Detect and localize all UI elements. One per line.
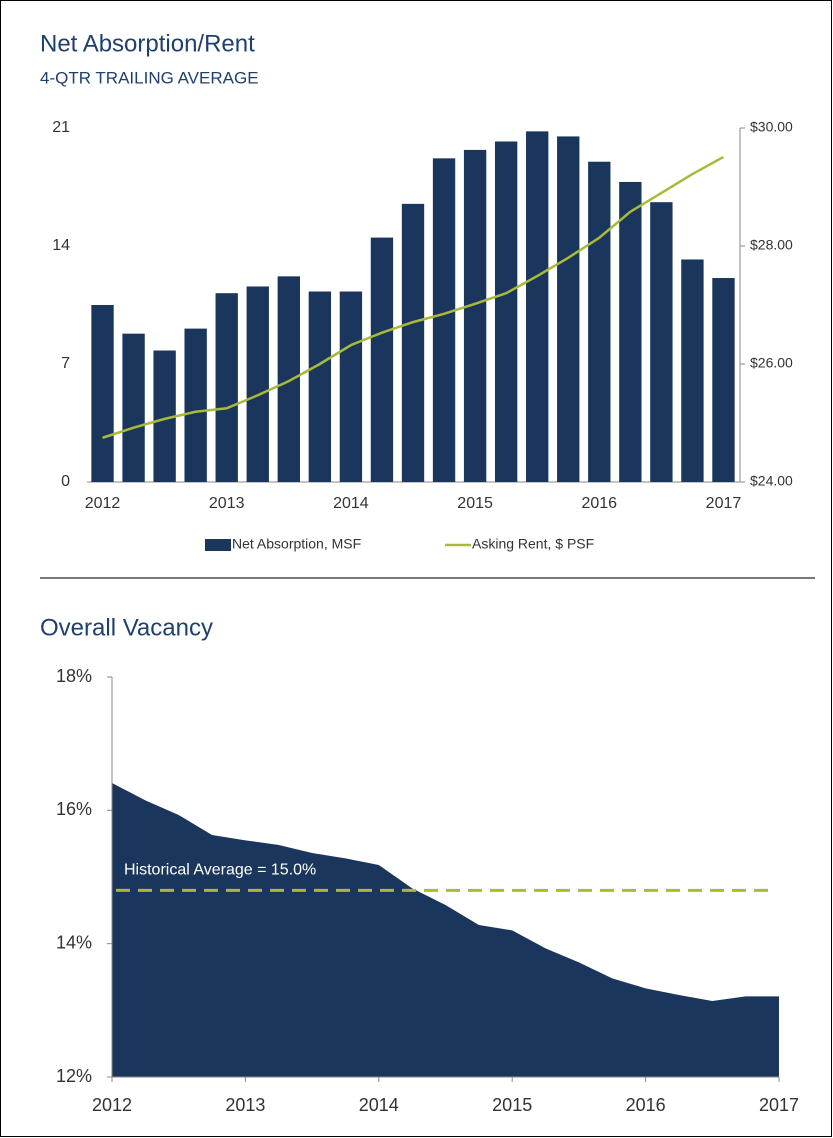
- bar: [401, 203, 425, 482]
- bar: [619, 181, 642, 482]
- bar: [463, 149, 487, 482]
- bar: [215, 293, 238, 482]
- x-tick-label: 2013: [209, 495, 245, 512]
- bar: [557, 136, 580, 482]
- bar: [681, 259, 704, 482]
- x-tick-label: 2014: [333, 495, 369, 512]
- x-tick-label: 2013: [225, 1095, 265, 1115]
- y-tick-label: 14%: [56, 932, 92, 952]
- legend-swatch: [205, 539, 231, 551]
- bar: [91, 305, 114, 482]
- y2-tick-label: $24.00: [750, 473, 793, 489]
- bar: [308, 291, 332, 482]
- y-tick-label: 21: [52, 119, 70, 136]
- x-tick-label: 2012: [92, 1095, 132, 1115]
- area: [112, 783, 779, 1077]
- y-tick-label: 12%: [56, 1066, 92, 1086]
- legend-label: Net Absorption, MSF: [232, 536, 361, 552]
- bar: [184, 328, 207, 482]
- y2-tick-label: $28.00: [750, 237, 793, 253]
- bar: [588, 161, 611, 482]
- bar: [650, 202, 673, 482]
- y2-tick-label: $26.00: [750, 355, 793, 371]
- y-tick-label: 18%: [56, 666, 92, 686]
- bar: [153, 350, 176, 482]
- bar: [339, 291, 363, 482]
- bar: [526, 131, 549, 482]
- chart-subtitle: 4-QTR TRAILING AVERAGE: [40, 68, 259, 87]
- legend-label: Asking Rent, $ PSF: [472, 536, 594, 552]
- y2-tick-label: $30.00: [750, 119, 793, 135]
- y-tick-label: 14: [52, 237, 70, 254]
- x-tick-label: 2015: [457, 495, 493, 512]
- y-tick-label: 7: [61, 355, 70, 372]
- x-tick-label: 2016: [626, 1095, 666, 1115]
- chart-title: Net Absorption/Rent: [40, 30, 255, 57]
- line: [102, 155, 725, 439]
- bar: [246, 286, 269, 482]
- x-tick-label: 2016: [581, 495, 617, 512]
- y-tick-label: 16%: [56, 799, 92, 819]
- x-tick-label: 2012: [85, 495, 121, 512]
- x-tick-label: 2017: [706, 495, 742, 512]
- bar: [712, 278, 735, 482]
- bar: [122, 333, 145, 482]
- bar: [494, 141, 518, 482]
- x-tick-label: 2014: [359, 1095, 399, 1115]
- y-tick-label: 0: [61, 473, 70, 490]
- chart-title: Overall Vacancy: [40, 614, 213, 641]
- annotation: Historical Average = 15.0%: [124, 862, 316, 879]
- bar: [370, 237, 394, 482]
- bar: [432, 158, 456, 483]
- x-tick-label: 2017: [759, 1095, 799, 1115]
- x-tick-label: 2015: [492, 1095, 532, 1115]
- bar: [277, 276, 300, 482]
